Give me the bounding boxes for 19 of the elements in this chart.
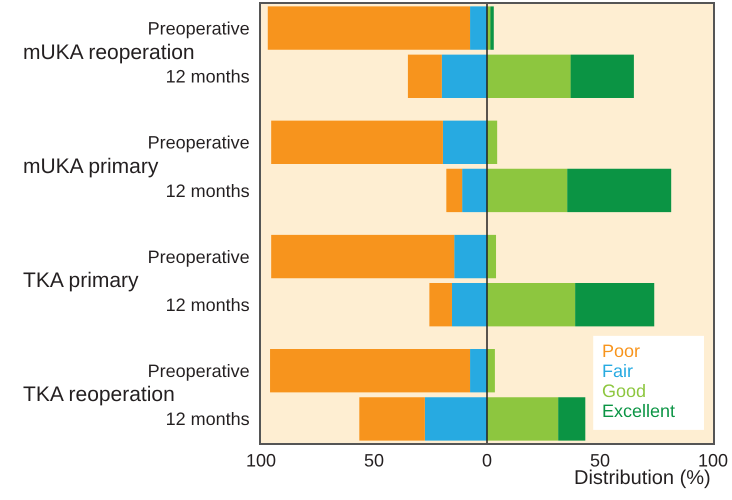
series-label: Excellent: [602, 401, 676, 421]
text: TKA primary: [23, 269, 140, 292]
y-tick-label: 12 months: [166, 180, 250, 201]
text: mUKA primary: [23, 155, 159, 178]
text: Poor: [602, 341, 640, 361]
y-tick-label: Preoperative: [148, 246, 250, 267]
y-tick-label: 12 months: [166, 295, 250, 315]
y-tick-label: 12 months: [166, 66, 250, 87]
text: mUKA reoperation: [23, 41, 195, 64]
text: TKA reoperation: [23, 383, 175, 406]
text: Good: [602, 381, 646, 401]
x-tick-label: 100: [246, 450, 276, 470]
y-tick-label: Preoperative: [148, 361, 250, 382]
x-tick-label: 50: [364, 450, 384, 470]
y-tick-label: 12 months: [166, 409, 250, 430]
y-tick-label: Preoperative: [148, 18, 250, 38]
text: Fair: [602, 361, 634, 381]
y-tick-label: Preoperative: [148, 132, 250, 153]
x-tick-label: 0: [482, 450, 492, 470]
